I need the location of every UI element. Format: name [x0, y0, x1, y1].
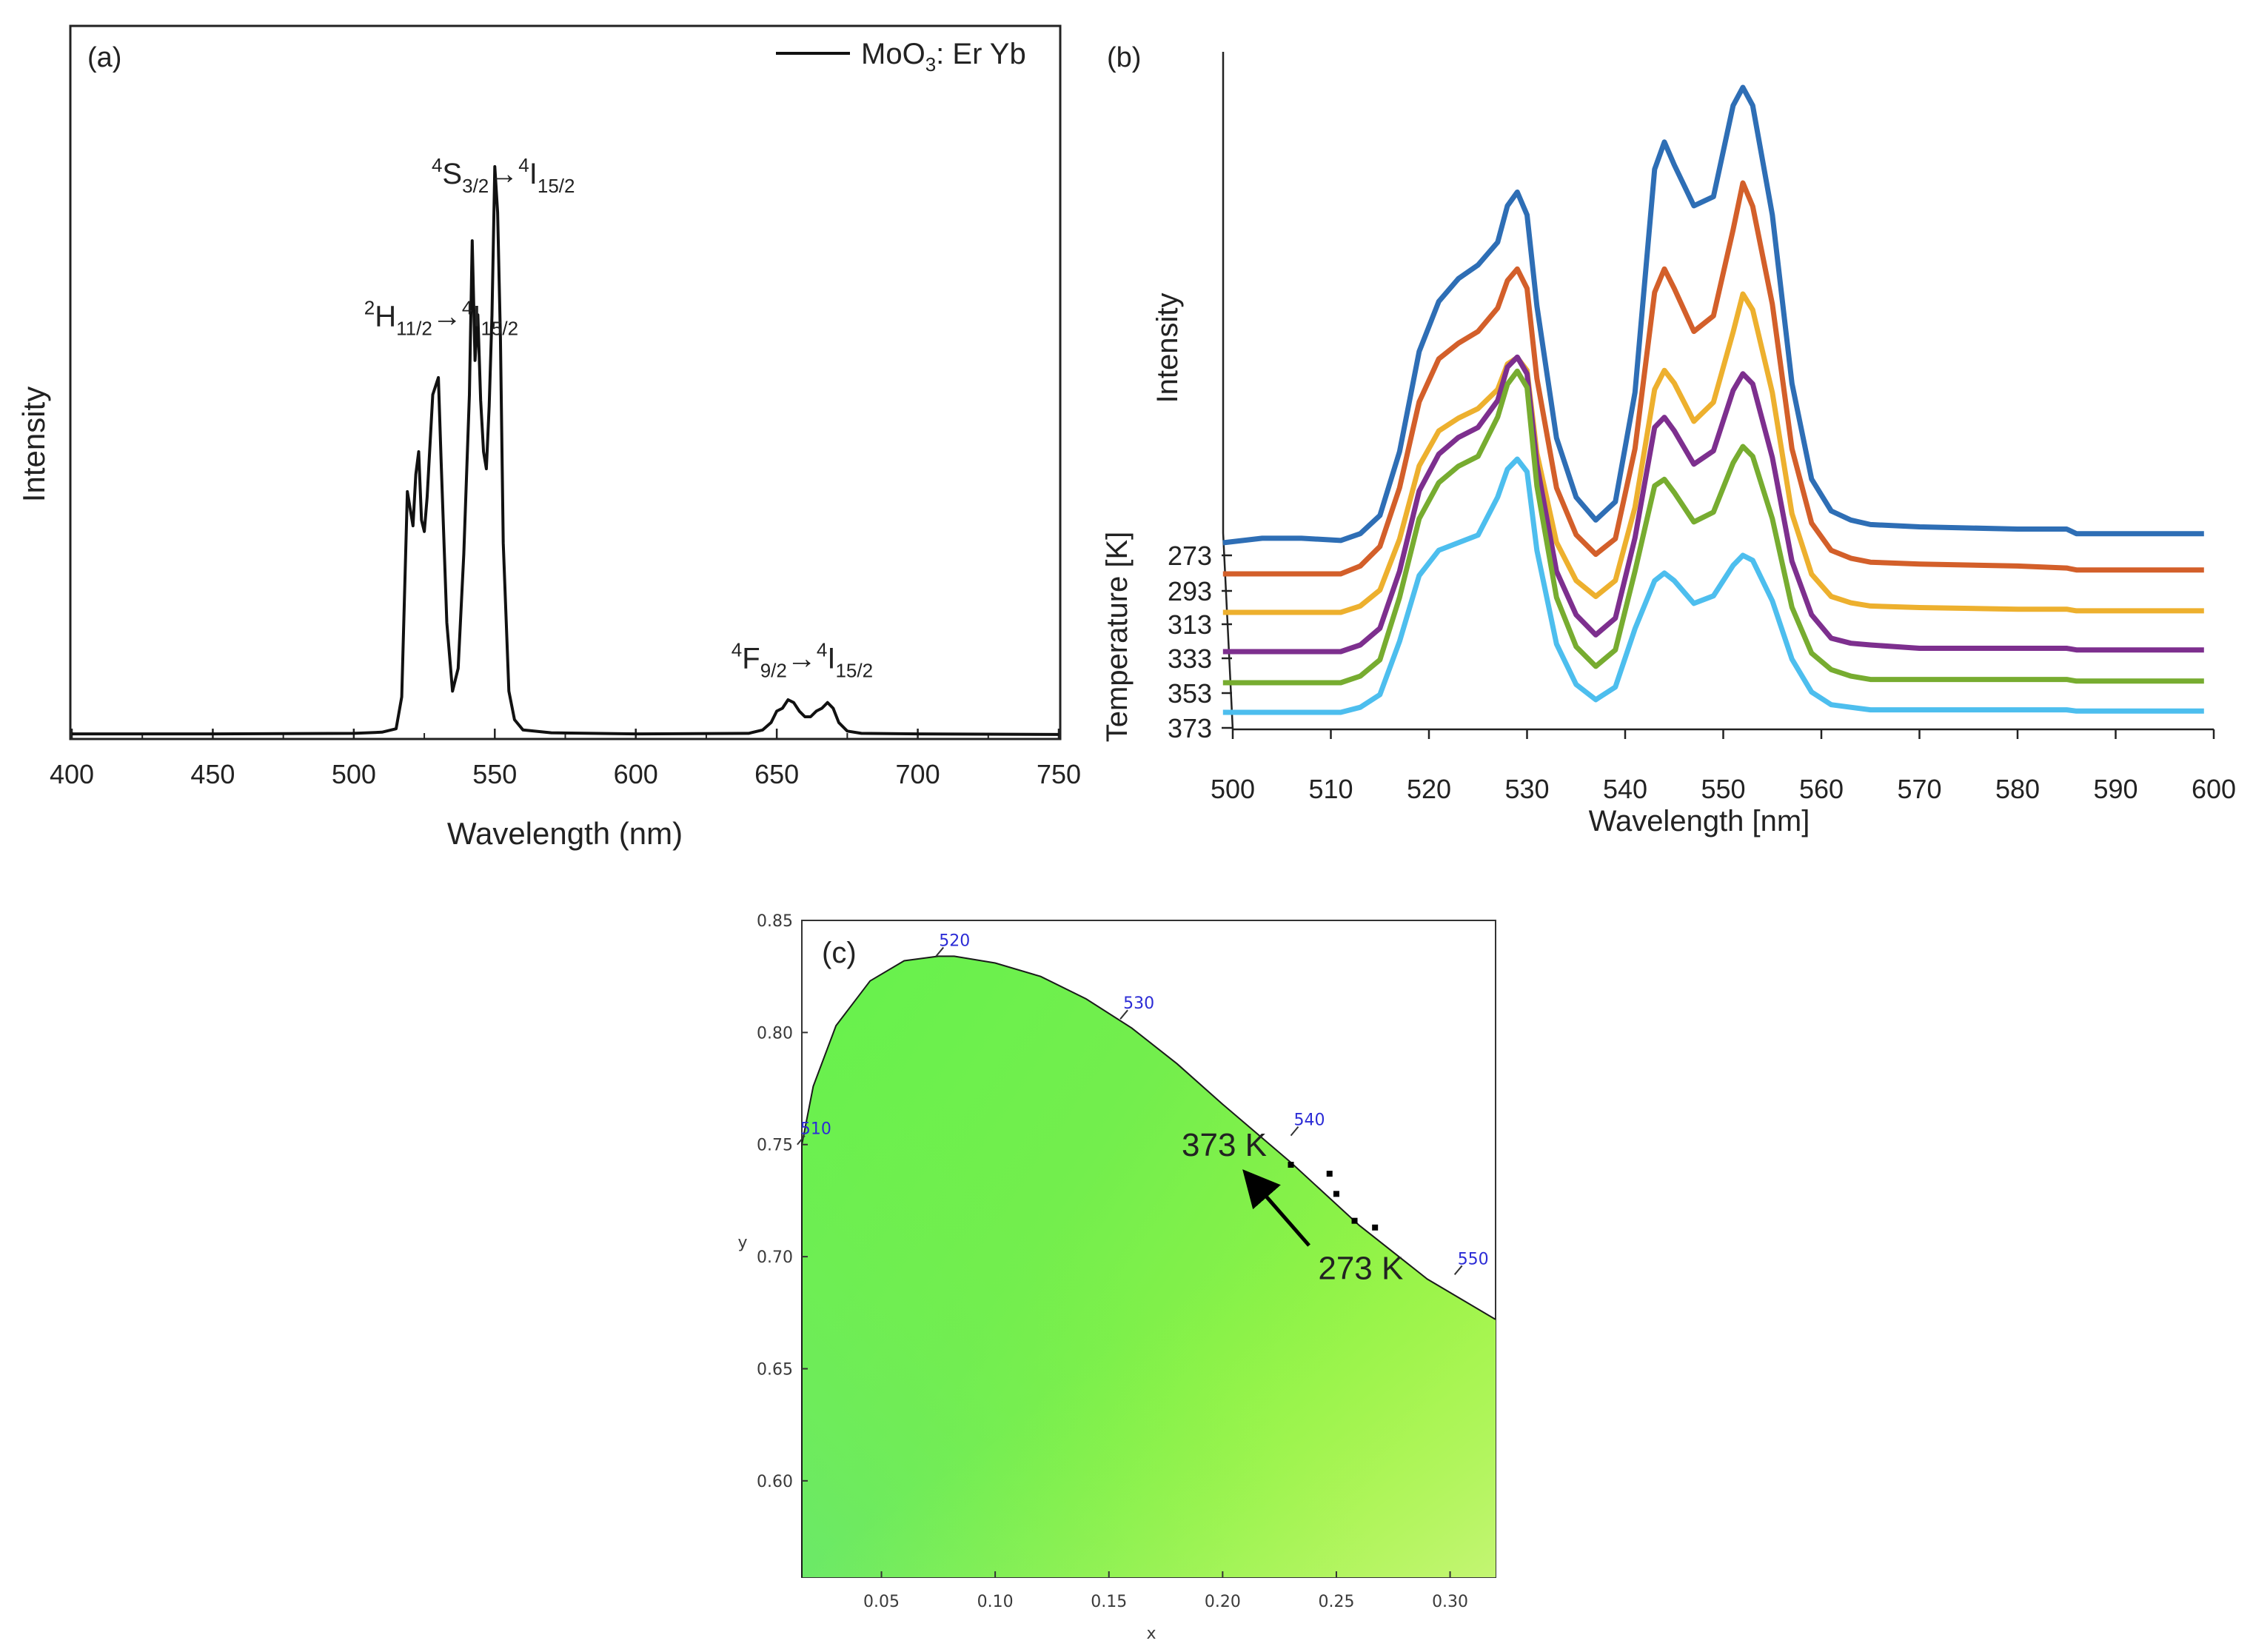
panel-b-series-373K-line — [1222, 456, 2204, 715]
panel-a-x-tick-label: 750 — [1037, 759, 1081, 789]
panel-a-legend: MoO3: Er Yb — [776, 38, 1026, 76]
panel-a-label: (a) — [87, 42, 121, 73]
panel-a-x-tick-label: 500 — [332, 759, 376, 789]
panel-a-x-tick-label: 650 — [754, 759, 799, 789]
panel-c-y-tick-label: 0.85 — [757, 912, 793, 931]
panel-b-series-313K-line — [1222, 291, 2204, 615]
panel-b: (b) 500 510 520 530 540 550 560 570 580 590 600 27… — [1101, 42, 2236, 837]
panel-c-x-ticks: 0.05 0.10 0.15 0.20 0.25 0.30 — [863, 1571, 1468, 1611]
panel-c-x-tick-label: 0.15 — [1091, 1593, 1127, 1611]
panel-c-label: (c) — [822, 937, 857, 969]
panel-c-x-axis-title: x — [1146, 1625, 1156, 1643]
panel-c-wavelength-marks: 510 520 530 540 550 — [797, 932, 1489, 1275]
panel-b-x-tick-label: 590 — [2093, 774, 2137, 804]
panel-b-x-tick-label: 540 — [1603, 774, 1647, 804]
panel-c-x-tick-label: 0.20 — [1205, 1593, 1241, 1611]
panel-a-transition-label: 2H11/2→4I15/2 — [364, 297, 518, 340]
panel-b-depth-axis-line — [1222, 532, 1234, 730]
panel-c-y-axis-title: y — [737, 1234, 747, 1252]
panel-c-x-tick-label: 0.05 — [863, 1593, 900, 1611]
panel-c-x-tick-label: 0.10 — [977, 1593, 1014, 1611]
panel-a-y-axis-title: Intensity — [16, 387, 51, 502]
panel-a-transition-label: 4S3/2→4I15/2 — [432, 154, 575, 197]
panel-c-chromaticity-points — [1288, 1161, 1379, 1231]
panel-b-x-tick-label: 500 — [1211, 774, 1255, 804]
panel-c: 510 520 530 540 550 0.05 0.10 0.15 0.20 0.25 0.30… — [737, 912, 1496, 1643]
panel-c-wavelength-tick — [797, 1135, 806, 1146]
panel-b-temperature-tick-label: 273 — [1168, 541, 1212, 571]
panel-c-wavelength-label: 550 — [1458, 1250, 1489, 1268]
panel-c-chromaticity-point — [1326, 1171, 1333, 1177]
panel-b-x-tick-label: 520 — [1407, 774, 1451, 804]
panel-b-x-tick-label: 530 — [1504, 774, 1549, 804]
panel-a-x-tick-label: 550 — [472, 759, 517, 789]
panel-c-wavelength-tick — [1453, 1265, 1463, 1275]
panel-c-temperature-label: 273 K — [1318, 1250, 1403, 1286]
panel-c-chromaticity-point — [1288, 1161, 1294, 1168]
legend-text-main: MoO — [861, 38, 925, 70]
panel-b-x-tick-label: 570 — [1897, 774, 1941, 804]
panel-c-y-tick-label: 0.70 — [757, 1248, 793, 1267]
panel-b-x-axis-title: Wavelength [nm] — [1589, 805, 1810, 837]
panel-a-legend-label: MoO3: Er Yb — [861, 38, 1026, 76]
panel-c-spectral-locus — [801, 955, 1496, 1577]
panel-b-temperature-tick-label: 313 — [1168, 609, 1212, 640]
panel-a-spectrum-line — [72, 165, 1059, 736]
panel-a-x-tick-label: 700 — [896, 759, 940, 789]
panel-b-x-tick-label: 600 — [2192, 774, 2236, 804]
panel-b-x-tick-label: 580 — [1995, 774, 2040, 804]
panel-b-series-333K-line — [1222, 354, 2204, 655]
panel-c-chromaticity-point — [1372, 1224, 1379, 1231]
panel-b-x-tick-label: 550 — [1701, 774, 1745, 804]
panel-a: (a) 400 450 500 550 600 650 700 750 Wavelength … — [16, 24, 1081, 851]
panel-b-series-293K-line — [1222, 180, 2204, 577]
panel-c-wavelength-label: 530 — [1123, 994, 1154, 1013]
panel-a-x-tick-label: 450 — [190, 759, 235, 789]
panel-b-label: (b) — [1107, 42, 1141, 73]
panel-c-wavelength-label: 520 — [939, 932, 970, 950]
panel-b-temperature-tick-label: 353 — [1168, 678, 1212, 709]
panel-c-wavelength-tick — [1290, 1126, 1299, 1137]
panel-b-temperature-tick-label: 293 — [1168, 576, 1212, 606]
panel-b-series-353K-line — [1222, 368, 2204, 686]
panel-b-series-273K-line — [1222, 84, 2204, 546]
panel-c-y-tick-label: 0.65 — [757, 1360, 793, 1379]
panel-b-depth-axis-title: Temperature [K] — [1101, 532, 1134, 743]
panel-c-y-tick-label: 0.60 — [757, 1473, 793, 1491]
panel-b-y-axis-title: Intensity — [1151, 293, 1184, 404]
legend-text-suffix: : Er Yb — [936, 38, 1026, 70]
panel-c-gamut-shade-bottom-right — [802, 956, 1496, 1577]
panel-c-wavelength-label: 540 — [1294, 1111, 1325, 1130]
panel-b-temperature-tick-label: 333 — [1168, 643, 1212, 674]
panel-c-wavelength-tick — [1119, 1009, 1128, 1020]
panel-c-y-tick-label: 0.75 — [757, 1137, 793, 1155]
panel-c-y-tick-label: 0.80 — [757, 1024, 793, 1043]
panel-b-x-ticks: 500 510 520 530 540 550 560 570 580 590 600 — [1211, 729, 2236, 804]
panel-c-x-tick-label: 0.25 — [1318, 1593, 1354, 1611]
panel-c-chromaticity-point — [1351, 1217, 1358, 1224]
panel-a-transition-label: 4F9/2→4I15/2 — [732, 639, 873, 682]
panel-a-x-tick-label: 400 — [50, 759, 94, 789]
panel-c-x-tick-label: 0.30 — [1432, 1593, 1468, 1611]
panel-c-temperature-arrow — [1242, 1169, 1310, 1247]
panel-b-temperature-tick-label: 373 — [1168, 713, 1212, 743]
panel-c-y-ticks: 0.60 0.65 0.70 0.75 0.80 0.85 — [757, 912, 808, 1491]
panel-b-x-tick-label: 560 — [1799, 774, 1844, 804]
panel-c-temperature-labels: 373 K 273 K — [1182, 1127, 1403, 1287]
legend-text-sub: 3 — [925, 53, 936, 76]
panel-b-series — [1222, 84, 2204, 715]
panel-c-temperature-label: 373 K — [1182, 1127, 1267, 1163]
panel-c-chromaticity-point — [1333, 1191, 1339, 1197]
panel-a-x-axis-title: Wavelength (nm) — [447, 816, 683, 851]
panel-c-wavelength-tick — [935, 946, 945, 957]
panel-a-x-ticks: 400 450 500 550 600 650 700 750 — [50, 729, 1081, 789]
panel-a-frame — [69, 24, 1062, 740]
panel-a-x-tick-label: 600 — [614, 759, 658, 789]
panel-c-wavelength-label: 510 — [800, 1120, 831, 1139]
panel-a-transition-labels: 2H11/2→4I15/2 4S3/2→4I15/2 4F9/2→4I15/2 — [364, 154, 873, 682]
panel-b-x-tick-label: 510 — [1308, 774, 1353, 804]
